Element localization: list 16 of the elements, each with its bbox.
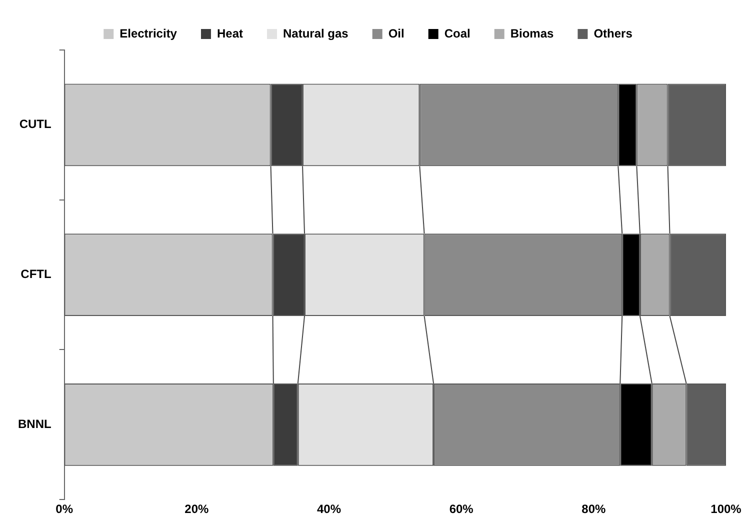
y-tick-label: BNNL [18, 416, 52, 431]
x-tick-label: 60% [449, 502, 474, 516]
legend-label: Coal [444, 26, 470, 40]
legend-label: Others [594, 26, 633, 40]
legend-label: Biomas [510, 26, 554, 40]
x-tick-label: 80% [582, 502, 606, 516]
x-tick-label: 0% [56, 502, 74, 516]
x-tick-label: 20% [184, 502, 209, 516]
legend-label: Oil [388, 26, 404, 40]
legend-label: Natural gas [282, 26, 349, 40]
x-tick-label: 100% [710, 502, 742, 516]
legend-label: Electricity [120, 26, 178, 40]
y-tick-label: CUTL [19, 117, 52, 132]
legend-label: Heat [216, 26, 243, 40]
y-tick-label: CFTL [20, 267, 52, 282]
x-tick-label: 40% [316, 502, 342, 516]
